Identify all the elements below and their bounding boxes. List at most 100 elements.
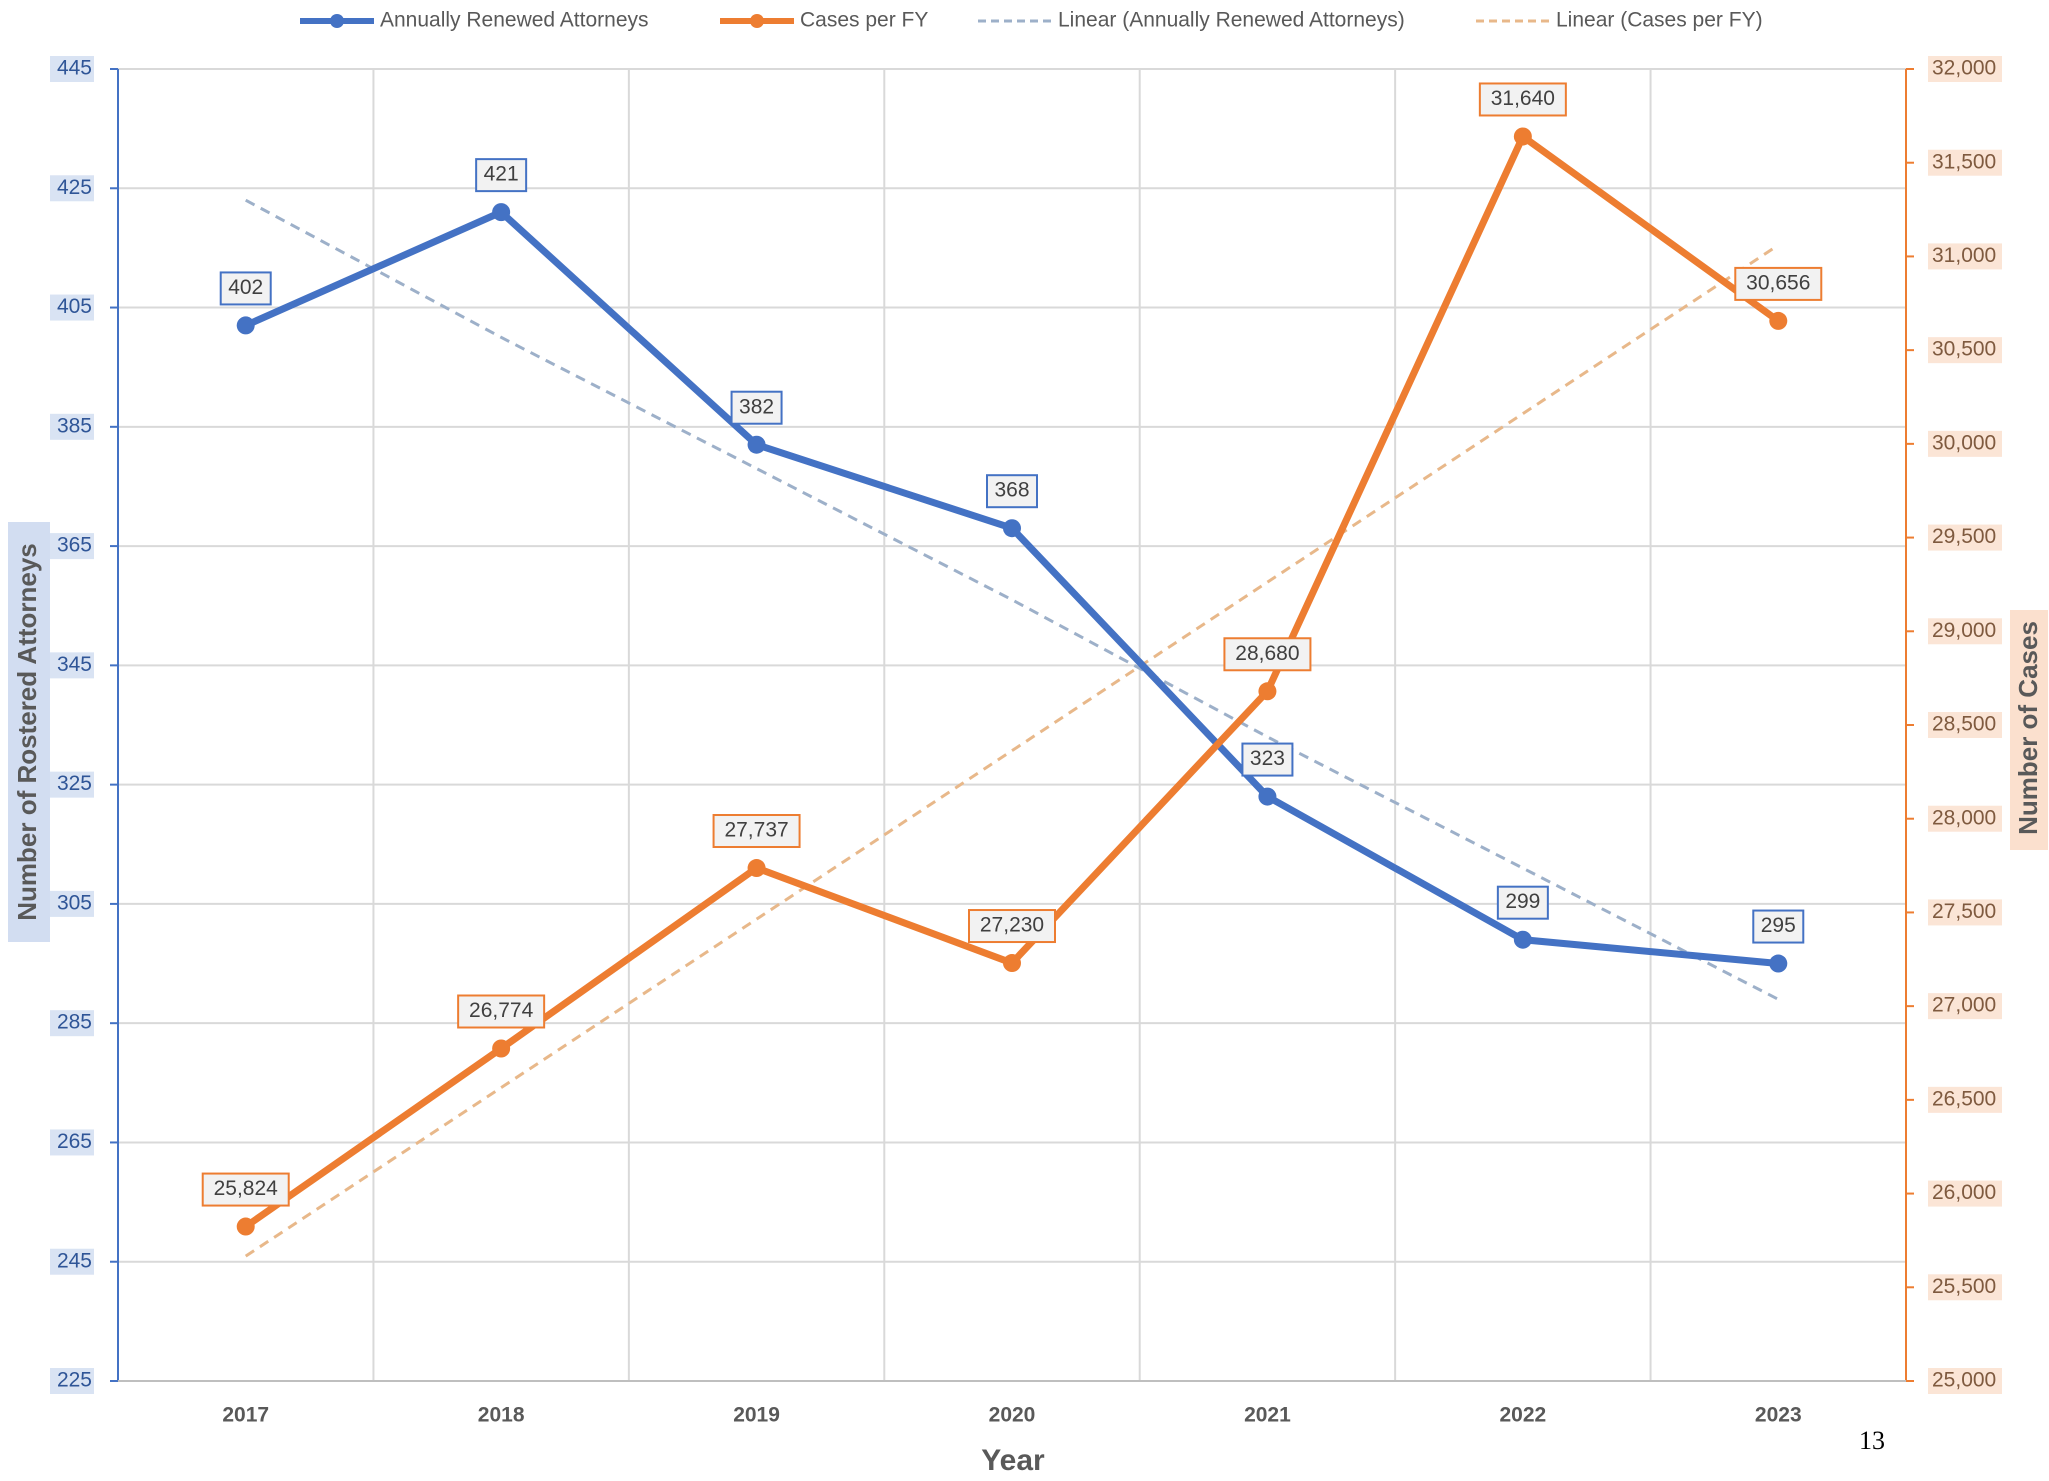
legend-marker [330, 14, 344, 28]
y2-tick-bg [1928, 899, 2002, 926]
point [1258, 787, 1277, 806]
y-tick-bg [50, 56, 94, 82]
point [1003, 519, 1021, 538]
y2-tick-bg [1928, 1368, 2002, 1394]
point [1513, 930, 1532, 949]
x-tick-label: 2020 [989, 1404, 1036, 1427]
data-label-box [712, 814, 801, 849]
data-label: 421 [484, 163, 519, 186]
y2-tick-label: 29,000 [1932, 619, 1996, 642]
data-label: 295 [1761, 914, 1796, 937]
point [1003, 954, 1021, 973]
data-label: 27,230 [980, 914, 1044, 937]
x-tick-label: 2017 [222, 1404, 269, 1427]
y2-tick-label: 30,500 [1932, 338, 1996, 361]
y-tick-label: 265 [57, 1130, 92, 1153]
y-tick-label: 385 [57, 414, 92, 437]
page-number: 13 [1859, 1426, 1885, 1455]
y-tick-bg [50, 771, 94, 798]
y2-tick-bg [1928, 524, 2002, 551]
data-label-box [986, 474, 1038, 509]
y-tick-label: 365 [57, 534, 92, 557]
y2-tick-label: 28,000 [1932, 806, 1996, 829]
y2-tick-label: 30,000 [1932, 431, 1996, 454]
y2-tick-label: 25,500 [1932, 1275, 1996, 1298]
data-label: 25,824 [214, 1177, 279, 1200]
y2-tick-bg [1928, 1274, 2002, 1301]
data-label-box [1223, 637, 1312, 672]
y2-tick-label: 31,500 [1932, 150, 1996, 173]
x-tick-label: 2019 [733, 1404, 780, 1427]
y2-tick-bg [1928, 149, 2002, 176]
y-tick-bg [50, 175, 94, 202]
y2-tick-label: 29,500 [1932, 525, 1996, 548]
y-tick-label: 285 [57, 1011, 92, 1034]
data-label: 27,737 [724, 819, 788, 842]
data-label: 31,640 [1491, 87, 1555, 110]
x-tick-label: 2018 [478, 1404, 525, 1427]
data-label-box [1734, 266, 1823, 301]
data-label-box [730, 390, 783, 425]
point [492, 203, 511, 222]
point [1258, 682, 1277, 701]
data-label-box [219, 271, 272, 306]
point [236, 1217, 255, 1236]
y-tick-label: 305 [57, 891, 92, 914]
y-tick-label: 405 [57, 295, 92, 318]
y2-tick-bg [1928, 430, 2002, 457]
y-tick-label: 345 [57, 653, 92, 676]
x-tick-label: 2023 [1755, 1404, 1802, 1427]
legend-label: Linear (Annually Renewed Attorneys) [1058, 9, 1405, 32]
y-axis-title: Number of Rostered Attorneys [12, 543, 42, 921]
y2-tick-bg [1928, 1180, 2002, 1207]
y2-tick-label: 31,000 [1932, 244, 1996, 267]
data-label-box [968, 909, 1056, 944]
point [747, 435, 766, 454]
y2-tick-label: 26,000 [1932, 1181, 1996, 1204]
data-label-box [1752, 909, 1805, 944]
y2-tick-bg [1928, 618, 2002, 645]
trend-line [245, 198, 1779, 1001]
y2-tick-label: 26,500 [1932, 1087, 1996, 1110]
y2-label-bg [2010, 610, 2048, 850]
point [1513, 127, 1532, 146]
data-label-box [201, 1172, 290, 1207]
data-label: 30,656 [1746, 271, 1810, 294]
y2-tick-bg [1928, 56, 2002, 82]
x-tick-label: 2021 [1244, 1404, 1291, 1427]
y2-tick-bg [1928, 805, 2002, 832]
y2-tick-label: 25,000 [1932, 1369, 1996, 1392]
y-tick-bg [50, 652, 94, 679]
y-tick-label: 245 [57, 1249, 92, 1272]
y2-tick-label: 32,000 [1932, 57, 1996, 80]
legend-label: Linear (Cases per FY) [1556, 9, 1763, 32]
y-tick-bg [50, 413, 94, 440]
y-tick-bg [50, 294, 94, 321]
y-tick-bg [50, 533, 94, 560]
data-label-box [1241, 742, 1294, 777]
data-label-box [1478, 82, 1567, 117]
y2-tick-bg [1928, 1086, 2002, 1113]
data-label-box [1496, 885, 1549, 920]
point [236, 316, 255, 335]
y-tick-label: 225 [57, 1369, 92, 1392]
y2-tick-label: 27,000 [1932, 994, 1996, 1017]
data-label: 299 [1505, 890, 1540, 913]
data-label-box [457, 994, 546, 1029]
legend-label: Cases per FY [800, 9, 928, 32]
data-label: 382 [739, 395, 774, 418]
trend-line [244, 243, 1780, 1258]
point [1769, 311, 1788, 330]
data-label: 402 [228, 276, 263, 299]
y2-tick-bg [1928, 712, 2002, 738]
data-label: 323 [1250, 747, 1285, 770]
y-tick-label: 325 [57, 772, 92, 795]
x-axis-title: Year [981, 1444, 1045, 1477]
point [1769, 954, 1788, 973]
y2-tick-bg [1928, 993, 2002, 1020]
y2-tick-bg [1928, 243, 2002, 270]
y-tick-label: 425 [57, 176, 92, 199]
data-label: 26,774 [469, 999, 534, 1022]
y2-axis-title: Number of Cases [2013, 621, 2043, 835]
